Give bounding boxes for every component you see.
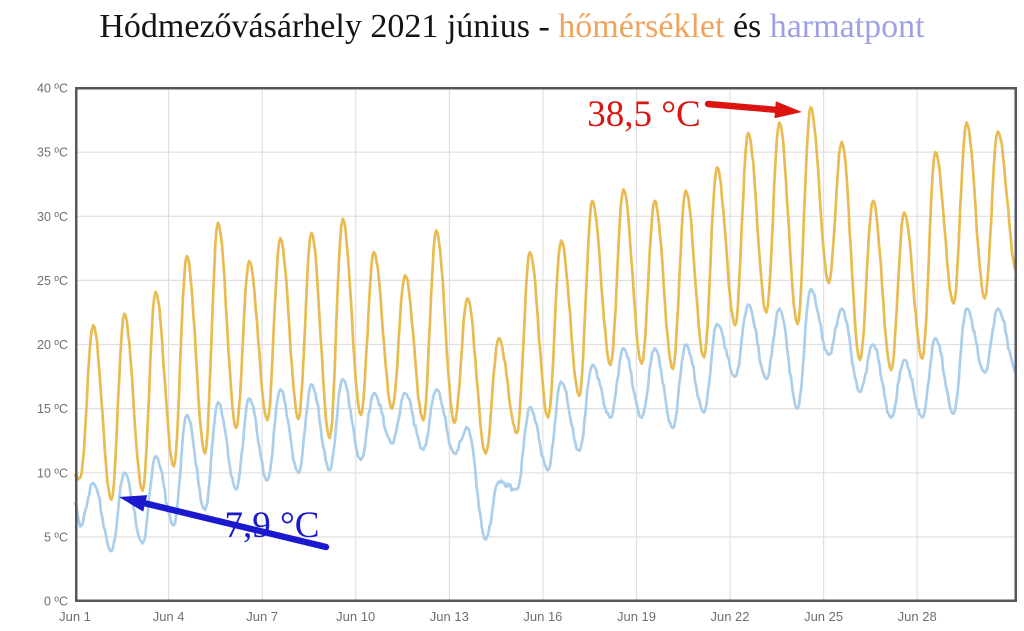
x-tick-label: Jun 22 — [710, 609, 749, 624]
arrow-head — [774, 101, 802, 119]
max-temp-annotation-label: 38,5 °C — [587, 94, 700, 135]
min-temp-arrow — [119, 495, 330, 551]
x-tick-label: Jun 19 — [617, 609, 656, 624]
chart-title: Hódmezővásárhely 2021 június - hőmérsékl… — [0, 4, 1024, 50]
x-tick-label: Jun 10 — [336, 609, 375, 624]
x-tick-label: Jun 28 — [898, 609, 937, 624]
x-tick-label: Jun 25 — [804, 609, 843, 624]
arrow-shaft — [704, 100, 781, 114]
x-tick-label: Jun 1 — [59, 609, 91, 624]
arrow-shaft — [140, 499, 330, 551]
title-temperature-word: hőmérséklet — [558, 8, 725, 45]
y-tick-label: 0 ºC — [44, 595, 68, 609]
min-temp-annotation-label: 7,9 °C — [225, 505, 320, 546]
dewpoint-line — [73, 288, 1018, 553]
y-tick-label: 15 ºC — [37, 402, 68, 416]
y-tick-label: 40 ºC — [37, 82, 68, 96]
y-tick-label: 30 ºC — [37, 210, 68, 224]
annotations-layer: 38,5 °C 7,9 °C — [119, 94, 802, 551]
y-tick-label: 10 ºC — [37, 466, 68, 480]
y-tick-label: 35 ºC — [37, 146, 68, 160]
y-tick-label: 25 ºC — [37, 274, 68, 288]
gridlines — [75, 88, 1017, 601]
y-tick-label: 20 ºC — [37, 338, 68, 352]
max-temp-arrow — [704, 100, 802, 119]
x-tick-label: Jun 4 — [153, 609, 185, 624]
title-conjunction: és — [724, 8, 770, 45]
title-dewpoint-word: harmatpont — [769, 8, 925, 45]
x-tick-label: Jun 7 — [246, 609, 278, 624]
series-lines — [73, 105, 1018, 553]
plot-border — [75, 87, 1017, 602]
x-tick-label: Jun 16 — [523, 609, 562, 624]
arrow-head — [119, 495, 148, 512]
temperature-line — [73, 105, 1018, 502]
title-prefix: Hódmezővásárhely 2021 június - — [99, 8, 559, 45]
axis-labels: 0 ºC 5 ºC 10 ºC 15 ºC 20 ºC 25 ºC 30 ºC 35 ºC 40… — [37, 82, 937, 625]
x-tick-label: Jun 13 — [430, 609, 469, 624]
y-tick-label: 5 ºC — [44, 530, 68, 544]
